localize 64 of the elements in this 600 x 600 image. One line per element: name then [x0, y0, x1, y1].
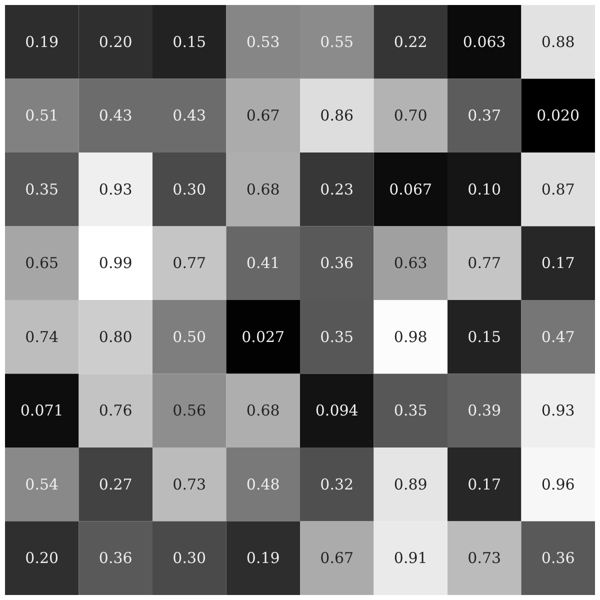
- data-label: 0.27: [98, 475, 132, 494]
- data-label: 0.36: [320, 254, 354, 272]
- data-label: 0.17: [541, 254, 575, 272]
- data-label: 0.68: [246, 180, 280, 198]
- data-label: 0.39: [468, 402, 502, 420]
- data-label: 0.70: [394, 106, 428, 125]
- data-label: 0.50: [172, 328, 206, 346]
- data-label: 0.15: [468, 328, 502, 346]
- data-label: 0.20: [25, 549, 59, 568]
- data-label: 0.56: [172, 402, 206, 420]
- data-label: 0.36: [541, 549, 575, 568]
- data-label: 0.47: [541, 328, 575, 346]
- data-label: 0.91: [394, 549, 428, 568]
- data-label: 0.51: [25, 106, 59, 125]
- data-label: 0.37: [468, 106, 502, 125]
- data-label: 0.67: [246, 106, 280, 125]
- data-label: 0.43: [98, 106, 132, 125]
- data-label: 0.15: [172, 32, 206, 51]
- data-label: 0.89: [394, 475, 428, 494]
- data-label: 0.96: [541, 475, 575, 494]
- data-label: 0.10: [468, 180, 502, 198]
- data-label: 0.36: [98, 549, 132, 568]
- data-label: 0.30: [172, 180, 206, 198]
- data-label: 0.35: [394, 402, 428, 420]
- data-label: 0.88: [541, 32, 575, 51]
- data-label: 0.63: [394, 254, 428, 272]
- data-label: 0.65: [25, 254, 59, 272]
- data-label: 0.86: [320, 106, 354, 125]
- data-label: 0.53: [246, 32, 280, 51]
- data-label: 0.35: [320, 328, 354, 346]
- data-label: 0.094: [315, 402, 358, 420]
- data-label: 0.19: [246, 549, 280, 568]
- data-label: 0.74: [25, 328, 59, 346]
- data-label: 0.071: [20, 402, 64, 420]
- data-label: 0.93: [98, 180, 132, 198]
- data-label: 0.32: [320, 475, 354, 494]
- data-label: 0.54: [25, 475, 59, 494]
- data-label: 0.027: [242, 328, 285, 346]
- data-label: 0.020: [536, 106, 580, 125]
- data-label: 0.22: [394, 32, 428, 51]
- data-label: 0.93: [541, 402, 575, 420]
- data-label: 0.19: [25, 32, 59, 51]
- data-label: 0.41: [246, 254, 280, 272]
- data-label: 0.067: [389, 180, 432, 198]
- data-label: 0.063: [462, 32, 506, 51]
- data-label: 0.99: [98, 254, 132, 272]
- data-label: 0.73: [468, 549, 502, 568]
- data-label: 0.73: [172, 475, 206, 494]
- data-label: 0.23: [320, 180, 354, 198]
- data-label: 0.43: [172, 106, 206, 125]
- data-label: 0.67: [320, 549, 354, 568]
- data-label: 0.76: [98, 402, 132, 420]
- data-label: 0.30: [172, 549, 206, 568]
- data-label: 0.77: [172, 254, 206, 272]
- data-label: 0.87: [541, 180, 575, 198]
- data-label: 0.20: [98, 32, 132, 51]
- data-label: 0.35: [25, 180, 59, 198]
- data-label: 0.98: [394, 328, 428, 346]
- data-label: 0.55: [320, 32, 354, 51]
- data-label: 0.68: [246, 402, 280, 420]
- data-label: 0.17: [468, 475, 502, 494]
- data-label: 0.48: [246, 475, 280, 494]
- data-label: 0.77: [468, 254, 502, 272]
- data-label: 0.80: [98, 328, 132, 346]
